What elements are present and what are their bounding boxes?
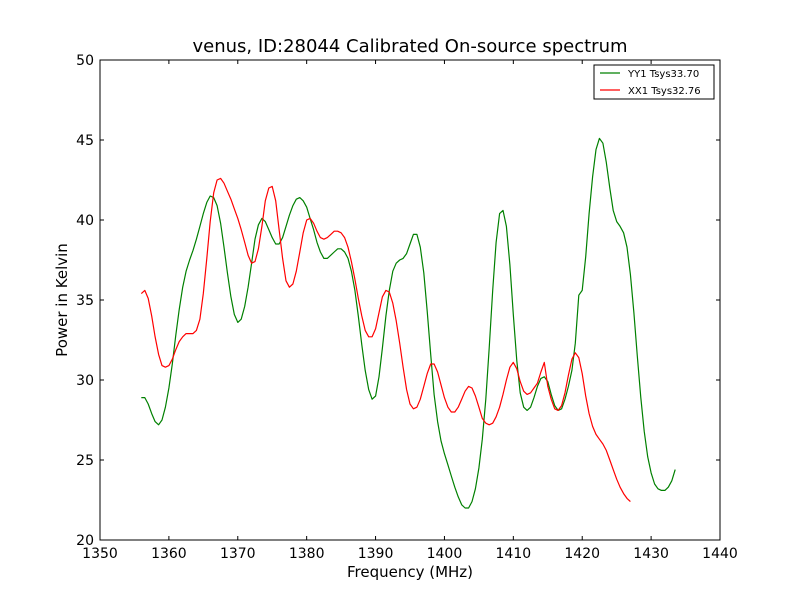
x-axis-ticks: 1350 1360 1370 1380 1390 1400 1410 1420 1430 1440 <box>82 60 738 562</box>
x-tick-label: 1350 <box>82 546 118 562</box>
x-tick-label: 1410 <box>496 546 532 562</box>
x-axis-label: Frequency (MHz) <box>347 563 473 581</box>
x-tick-label: 1420 <box>564 546 600 562</box>
y-tick-label: 40 <box>76 213 94 229</box>
chart-title: venus, ID:28044 Calibrated On-source spe… <box>192 36 627 57</box>
x-tick-label: 1400 <box>427 546 463 562</box>
series-line-yy1 <box>141 137 676 509</box>
y-tick-label: 30 <box>76 373 94 389</box>
y-tick-label: 35 <box>76 293 94 309</box>
x-tick-label: 1380 <box>289 546 325 562</box>
legend-label-xx1: XX1 Tsys32.76 <box>628 86 701 97</box>
legend: YY1 Tsys33.70 XX1 Tsys32.76 <box>593 64 715 100</box>
y-tick-label: 25 <box>76 453 94 469</box>
y-axis-ticks: 20 25 30 35 40 45 50 <box>76 53 720 549</box>
x-tick-label: 1370 <box>220 546 256 562</box>
series-line-xx1 <box>140 177 631 503</box>
x-tick-label: 1360 <box>151 546 187 562</box>
legend-box <box>593 64 715 100</box>
legend-label-yy1: YY1 Tsys33.70 <box>627 69 699 80</box>
y-tick-label: 45 <box>76 133 94 149</box>
series-layer <box>140 137 676 509</box>
y-axis-label: Power in Kelvin <box>53 243 71 357</box>
y-tick-label: 20 <box>76 533 94 549</box>
x-tick-label: 1440 <box>702 546 738 562</box>
plot-area <box>99 59 721 541</box>
x-tick-label: 1430 <box>633 546 669 562</box>
x-tick-label: 1390 <box>358 546 394 562</box>
y-tick-label: 50 <box>76 53 94 69</box>
